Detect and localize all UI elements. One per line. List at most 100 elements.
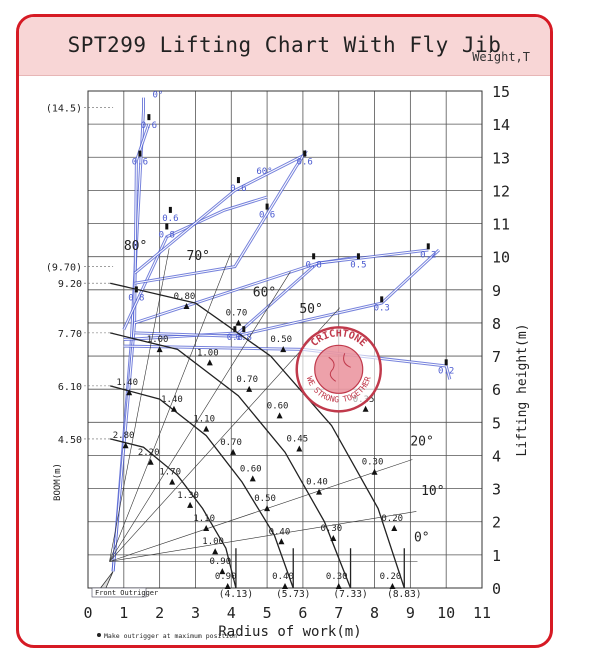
load-point-marker [183, 303, 190, 310]
jib-load-label: 0.6 [162, 214, 178, 224]
load-point-marker [235, 319, 242, 326]
load-point-marker [246, 385, 253, 392]
load-point-marker [389, 583, 396, 590]
load-point-marker [206, 359, 213, 366]
jib-load-label: 0.2 [420, 250, 436, 260]
load-point-marker [280, 346, 287, 353]
load-value-label: 1.70 [159, 468, 181, 478]
boom-angle-ray [109, 253, 232, 562]
boom-arm-core [134, 249, 440, 337]
y-tick-label: 4 [492, 447, 501, 465]
jib-load-label: 0.8 [227, 333, 243, 343]
load-value-label: 2.20 [138, 448, 160, 458]
boom-angle-label: 10° [421, 484, 444, 499]
x-tick-label: 7 [334, 604, 343, 622]
x-tick-label: 9 [406, 604, 415, 622]
y-tick-label: 2 [492, 514, 501, 532]
load-point-marker [249, 475, 256, 482]
boom-length-label: 4.50 [58, 435, 82, 446]
jib-hook [165, 223, 169, 230]
boom-arm-core [134, 153, 307, 274]
boom-base [99, 571, 114, 589]
load-value-label: 1.40 [161, 395, 183, 405]
y-tick-label: 12 [492, 182, 510, 200]
y-tick-label: 5 [492, 414, 501, 432]
x-tick-label: 11 [473, 604, 491, 622]
x-tick-label: 5 [263, 604, 272, 622]
load-value-label: 0.30 [326, 572, 348, 582]
load-point-marker [224, 583, 231, 590]
x-tick-label: 8 [370, 604, 379, 622]
load-curve [110, 385, 294, 589]
load-value-label: 1.00 [147, 335, 169, 345]
chart-card: SPT299 Lifting Chart With Fly Jib Weight… [16, 14, 553, 648]
y-axis-label: Lifting height(m) [515, 323, 530, 456]
load-value-label: 0.50 [270, 335, 292, 345]
boom-arm [133, 152, 308, 275]
jib-load-label: 0.5 [350, 260, 366, 270]
boom-length-label: 7.70 [58, 329, 82, 340]
load-value-label: 0.70 [226, 309, 248, 319]
front-outrigger-label: Front Outrigger [95, 589, 158, 597]
y-tick-label: 0 [492, 580, 501, 598]
jib-load-label: 0.3 [374, 303, 390, 313]
load-point-marker [278, 538, 285, 545]
y-tick-label: 8 [492, 315, 501, 333]
load-point-marker [335, 583, 342, 590]
jib-hook [426, 243, 430, 250]
load-point-marker [316, 488, 323, 495]
y-tick-label: 13 [492, 149, 510, 167]
load-curve [110, 438, 237, 589]
load-point-marker [282, 583, 288, 590]
load-curve [110, 332, 352, 589]
load-point-marker [156, 346, 163, 353]
y-tick-label: 6 [492, 381, 501, 399]
y-tick-label: 1 [492, 547, 501, 565]
load-point-marker [212, 548, 219, 555]
load-labels: 2.802.20 1.70 1.30 1.10 1.00 0.90 0.90 1.40 1.40… [113, 292, 403, 590]
jib-hook [168, 206, 172, 213]
jib-angle-label: 0° [152, 91, 163, 101]
axes: 0 1 2 3 4 5 6 7 8 9 10 110123456789101112131415Radi… [46, 83, 530, 640]
load-point-marker [147, 458, 154, 465]
load-point-marker [371, 468, 378, 475]
load-value-label: 0.20 [380, 572, 402, 582]
jib-angle-label: 60° [256, 167, 272, 177]
x-tick-label: 10 [437, 604, 455, 622]
boom-angle-label: 70° [187, 249, 210, 264]
load-value-label: 0.60 [240, 464, 262, 474]
boom-angle-label: 50° [299, 302, 322, 317]
seal-globe-lines [328, 353, 351, 382]
jib-load-label: 0.8 [128, 293, 144, 303]
load-value-label: 1.10 [193, 415, 215, 425]
jib-hook [380, 296, 384, 303]
load-point-marker [203, 425, 210, 432]
radius-mark-label: (8.83) [387, 589, 421, 600]
load-point-marker [362, 405, 369, 412]
load-value-label: 1.30 [177, 491, 199, 501]
y-tick-label: 3 [492, 481, 501, 499]
x-tick-label: 2 [155, 604, 164, 622]
load-value-label: 0.80 [174, 292, 196, 302]
jib-hook [242, 326, 246, 333]
x-axis-label: Radius of work(m) [218, 624, 361, 640]
load-value-label: 1.00 [197, 348, 219, 358]
load-value-label: 0.40 [269, 527, 291, 537]
load-value-label: 0.90 [215, 572, 237, 582]
load-value-label: 0.40 [272, 572, 294, 582]
radius-mark-label: (4.13) [219, 589, 253, 600]
x-tick-label: 0 [83, 604, 92, 622]
load-point-marker [170, 405, 177, 412]
boom-angle-ray [109, 271, 291, 562]
x-tick-label: 6 [298, 604, 307, 622]
load-point-marker [391, 525, 398, 532]
weight-unit-label: Weight,T [472, 50, 530, 64]
load-value-label: 0.70 [220, 438, 242, 448]
jib-load-label: 0.8 [159, 230, 175, 240]
jib-hook [147, 114, 151, 121]
jib-load-label: 0.6 [141, 121, 157, 131]
boom-angle-label: 0° [414, 531, 430, 546]
boom-angle-label: 60° [253, 285, 276, 300]
load-point-marker [264, 505, 271, 512]
